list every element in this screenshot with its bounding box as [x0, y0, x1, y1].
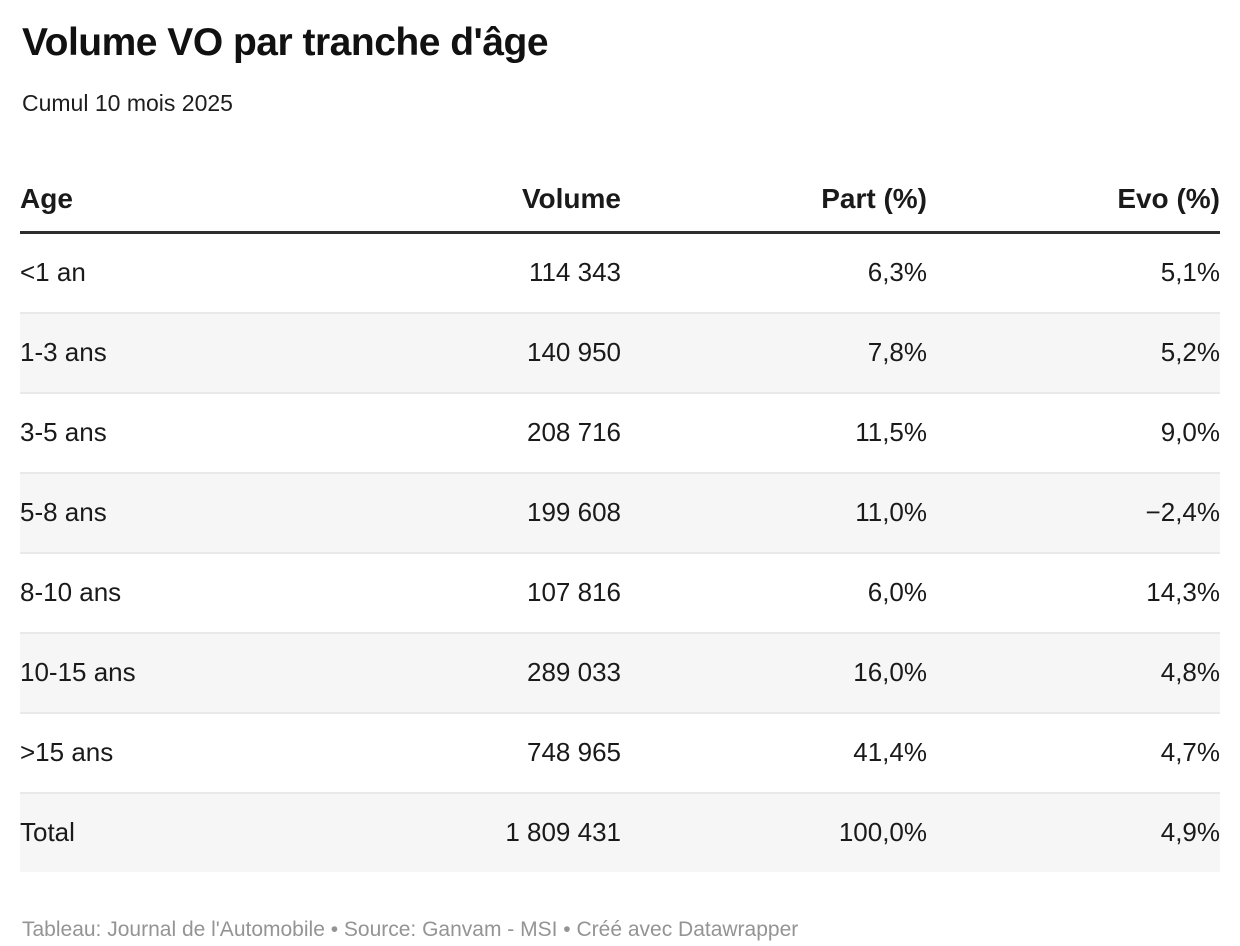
cell-volume: 1 809 431: [360, 791, 621, 872]
cell-age: 10-15 ans: [20, 631, 360, 713]
cell-part: 16,0%: [621, 631, 927, 713]
cell-age: 3-5 ans: [20, 391, 360, 473]
cell-evo: 4,7%: [927, 711, 1220, 793]
cell-volume: 140 950: [360, 311, 621, 393]
cell-age: <1 an: [20, 257, 86, 288]
cell-age: Total: [20, 791, 360, 872]
cell-evo: 4,9%: [927, 791, 1220, 872]
cell-volume: 748 965: [360, 711, 621, 793]
data-table: Age Volume Part (%) Evo (%) <1 an 114 34…: [20, 166, 1220, 872]
cell-evo: 5,1%: [1160, 257, 1220, 288]
attribution-footer: Tableau: Journal de l'Automobile • Sourc…: [22, 917, 799, 941]
cell-part: 6,3%: [867, 257, 927, 288]
cell-volume: 114 343: [528, 257, 621, 288]
table-row: <1 an 114 343 6,3% 5,1%: [20, 232, 1220, 313]
cell-part: 41,4%: [621, 711, 927, 793]
cell-volume: 289 033: [360, 631, 621, 713]
table-row: 5-8 ans 199 608 11,0% −2,4%: [20, 471, 1220, 553]
cell-volume: 208 716: [360, 391, 621, 473]
column-header-evo: Evo (%): [927, 166, 1220, 234]
cell-age: 8-10 ans: [20, 551, 360, 633]
column-header-age: Age: [20, 166, 360, 234]
table-row: >15 ans 748 965 41,4% 4,7%: [20, 711, 1220, 793]
table-row-total: Total 1 809 431 100,0% 4,9%: [20, 791, 1220, 872]
cell-age: 1-3 ans: [20, 311, 360, 393]
cell-age: >15 ans: [20, 711, 360, 793]
cell-age: 5-8 ans: [20, 471, 360, 553]
column-header-part: Part (%): [621, 166, 927, 234]
cell-part: 100,0%: [621, 791, 927, 872]
table-header: Age Volume Part (%) Evo (%): [20, 166, 1220, 234]
table-row: 1-3 ans 140 950 7,8% 5,2%: [20, 311, 1220, 393]
page-subtitle: Cumul 10 mois 2025: [22, 89, 233, 116]
table-row: 3-5 ans 208 716 11,5% 9,0%: [20, 391, 1220, 473]
cell-volume: 199 608: [360, 471, 621, 553]
cell-part: 7,8%: [621, 311, 927, 393]
cell-evo: 5,2%: [927, 311, 1220, 393]
cell-part: 11,5%: [621, 391, 927, 473]
cell-part: 11,0%: [621, 471, 927, 553]
table-body: <1 an 114 343 6,3% 5,1% 1-3 ans 140 950 …: [20, 232, 1220, 872]
cell-evo: 14,3%: [927, 551, 1220, 633]
table-row: 10-15 ans 289 033 16,0% 4,8%: [20, 631, 1220, 713]
page-title: Volume VO par tranche d'âge: [22, 21, 549, 64]
table-header-row: Age Volume Part (%) Evo (%): [20, 166, 1220, 234]
cell-volume: 107 816: [360, 551, 621, 633]
table-row: 8-10 ans 107 816 6,0% 14,3%: [20, 551, 1220, 633]
cell-evo: −2,4%: [927, 471, 1220, 553]
cell-part: 6,0%: [621, 551, 927, 633]
cell-evo: 4,8%: [927, 631, 1220, 713]
cell-evo: 9,0%: [927, 391, 1220, 473]
column-header-volume: Volume: [360, 166, 621, 234]
